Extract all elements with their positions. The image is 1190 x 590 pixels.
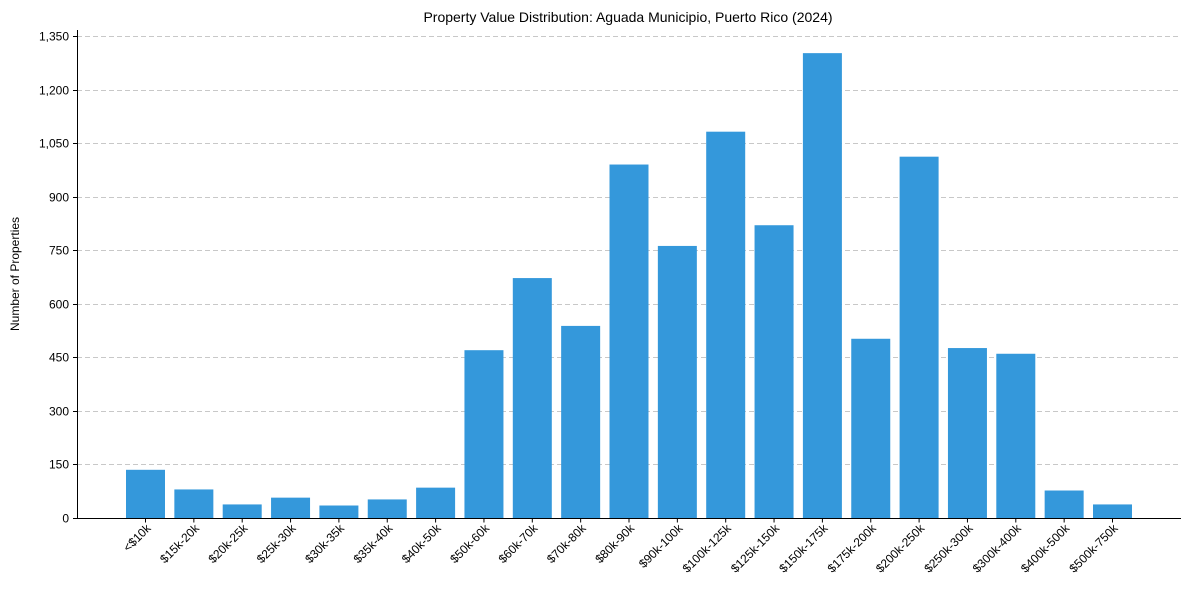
x-tick-label: $500k-750k — [1066, 521, 1121, 576]
x-tick-label: $50k-60k — [447, 521, 493, 567]
x-tick-label: $60k-70k — [496, 521, 542, 567]
x-tick-label: $30k-35k — [302, 521, 348, 567]
bar — [561, 325, 601, 518]
bar — [126, 469, 165, 518]
bar — [996, 353, 1036, 518]
bar — [802, 53, 842, 518]
x-tick-labels: <$10k $15k-20k $20k-25k $25k-30k $30k-35k $35… — [120, 518, 1121, 576]
bar — [947, 348, 987, 518]
bar — [367, 499, 407, 518]
bar — [222, 504, 262, 518]
y-tick-label: 1,350 — [39, 30, 69, 44]
bar — [174, 489, 214, 518]
x-tick-label: $175k-200k — [825, 521, 880, 576]
y-tick-label: 900 — [49, 191, 69, 205]
x-tick-label: $25k-30k — [254, 521, 300, 567]
y-tick-label: 450 — [49, 351, 69, 365]
x-tick-label: $250k-300k — [921, 521, 976, 576]
x-tick-label: $80k-90k — [592, 521, 638, 567]
y-axis-label: Number of Properties — [8, 217, 22, 331]
x-tick-label: $20k-25k — [206, 521, 252, 567]
bar — [706, 131, 746, 518]
bar — [512, 278, 552, 518]
x-tick-label: $35k-40k — [351, 521, 397, 567]
chart-title: Property Value Distribution: Aguada Muni… — [423, 9, 832, 25]
bar — [609, 164, 649, 518]
x-tick-label: $200k-250k — [873, 521, 928, 576]
bar — [899, 156, 939, 518]
x-tick-label: $70k-80k — [544, 521, 590, 567]
y-tick-labels: 0 150 300 450 600 750 900 1,050 1,200 1,350 — [39, 30, 77, 526]
bar — [1044, 490, 1084, 518]
bar — [851, 338, 891, 518]
x-tick-label: $150k-175k — [776, 521, 831, 576]
x-tick-label: <$10k — [120, 521, 154, 555]
x-tick-label: $125k-150k — [728, 521, 783, 576]
bar — [464, 350, 504, 518]
x-tick-label: $300k-400k — [970, 521, 1025, 576]
bar — [319, 505, 359, 518]
bar — [271, 497, 311, 518]
y-tick-label: 300 — [49, 405, 69, 419]
y-tick-label: 750 — [49, 244, 69, 258]
bars — [126, 53, 1132, 519]
y-tick-label: 150 — [49, 458, 69, 472]
bar — [1093, 504, 1132, 518]
y-tick-label: 600 — [49, 298, 69, 312]
x-tick-label: $90k-100k — [636, 521, 686, 571]
x-tick-label: $15k-20k — [157, 521, 203, 567]
x-tick-label: $100k-125k — [680, 521, 735, 576]
y-tick-label: 1,050 — [39, 137, 69, 151]
y-tick-label: 1,200 — [39, 84, 69, 98]
x-tick-label: $400k-500k — [1018, 521, 1073, 576]
bar — [416, 487, 456, 518]
bar — [657, 245, 697, 518]
x-tick-label: $40k-50k — [399, 521, 445, 567]
bar — [754, 225, 794, 519]
y-tick-label: 0 — [62, 512, 69, 526]
